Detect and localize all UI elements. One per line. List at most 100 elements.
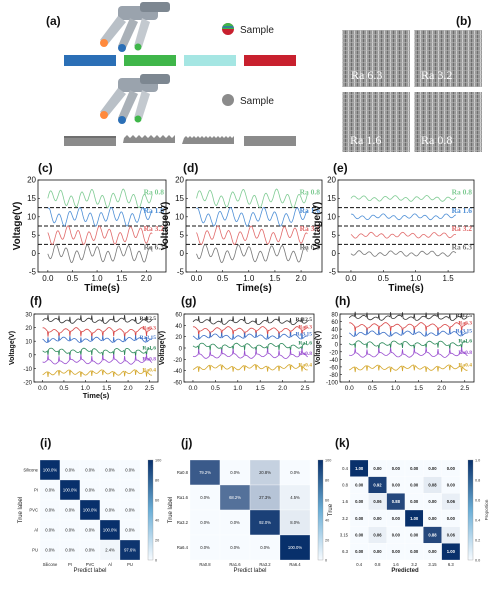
sample-block-2 (124, 55, 176, 66)
y-tick-label: 0 (29, 353, 33, 359)
heatmap-cell-label: 0.0% (85, 528, 95, 533)
heatmap-cell-label: 0.0% (200, 520, 210, 525)
colorbar-tick-label: 0.4 (475, 519, 480, 523)
heatmap-cell (249, 484, 281, 511)
series-line-Ra-3.2 (196, 225, 308, 245)
heatmap-cell-label: 0.88 (392, 499, 401, 504)
heatmap-cell-label: 0.00 (355, 483, 364, 488)
heatmap-cell-label: 0.08 (428, 483, 437, 488)
x-tick-label: 0.0 (38, 385, 47, 392)
series-label: Ra3.15 (296, 332, 313, 338)
series-label: Ra12.5 (140, 316, 157, 322)
heatmap-cell-label: 0.0% (125, 488, 135, 493)
heatmap-x-tick-label: 3.2 (411, 562, 417, 567)
x-tick-label: 1.5 (414, 385, 423, 392)
y-tick-label: 0 (335, 343, 339, 349)
colorbar-tick-label: 0.6 (475, 499, 480, 503)
y-tick-label: 60 (175, 313, 182, 319)
heatmap-cell-label: 0.0% (125, 468, 135, 473)
heatmap-cell-label: 0.00 (355, 533, 364, 538)
series-line-Ra-6.3 (350, 250, 457, 257)
heatmap-x-tick-label: 3.15 (428, 562, 437, 567)
y-tick-label: 10 (27, 212, 36, 221)
heatmap-cell-label: 0.0% (85, 548, 95, 553)
series-line-Ra-6.3 (47, 243, 153, 264)
robot-hand-bottom-icon (100, 74, 170, 124)
confusion-matrix-j: 79.2% 0.0% 20.8% 0.0% 0.0% 68.2% 27.3% 4.5% 0.0%… (168, 459, 331, 575)
y-axis-label: Voltage(V) (160, 202, 171, 251)
sample-block-1 (64, 55, 116, 66)
x-tick-label: 0.5 (59, 385, 68, 392)
x-axis-label: Time(s) (83, 391, 110, 400)
heatmap-x-tick-label: PVC (86, 562, 95, 567)
y-tick-label: -60 (329, 365, 338, 371)
heatmap-cell-label: 1.00 (410, 516, 419, 521)
series-line-Ra3.15 (42, 335, 153, 343)
colorbar-tick-label: 60 (155, 499, 159, 503)
y-tick-label: 40 (331, 328, 338, 334)
heatmap-y-tick-label: 6.3 (342, 549, 348, 554)
heatmap-y-axis-label: True label (168, 497, 174, 523)
y-tick-label: 5 (180, 231, 185, 240)
heatmap-cell-label: 0.0% (85, 488, 95, 493)
panel-label-i: (i) (40, 436, 51, 450)
series-label: Ra0.4 (142, 367, 156, 373)
series-label: Ra12.5 (296, 317, 313, 323)
heatmap-cell (219, 459, 251, 486)
sample-sphere-icon (222, 23, 234, 35)
heatmap-cell-label: 0.00 (373, 516, 382, 521)
heatmap-cell-label: 0.0% (45, 488, 55, 493)
x-tick-label: 1.5 (256, 385, 265, 392)
series-line-Ra-0.8 (350, 195, 457, 202)
series-line-Ra3.15 (349, 328, 468, 337)
heatmap-cell-label: 0.0% (200, 545, 210, 550)
heatmap-cell-label: 0.00 (373, 549, 382, 554)
heatmap-cell (219, 534, 251, 561)
heatmap-cell-label: 0.0% (65, 528, 75, 533)
panel-label-c: (c) (38, 161, 53, 175)
series-label: Ra 3.2 (144, 224, 165, 233)
heatmap-x-axis-label: Predict label (233, 568, 266, 574)
plot-frame (33, 313, 159, 383)
y-axis-label: Voltage(V) (315, 331, 322, 365)
x-tick-label: 0.0 (345, 274, 357, 283)
chart-g: 0.0 0.5 1.0 1.5 2.0 2.5 -60 -40 -20 0 20 40 60 Ra12.5… (159, 313, 315, 392)
heatmap-cell-label: 0.0% (45, 508, 55, 513)
x-axis-label: Time(s) (388, 283, 423, 294)
y-tick-label: -20 (173, 358, 182, 364)
series-label: Ra 1.6 (452, 206, 473, 215)
series-line-Ra-3.2 (350, 231, 457, 239)
chart-f: 0.0 0.5 1.0 1.5 2.0 2.5 -20 -10 0 10 20 30 Ra12.5 Ra6… (9, 313, 159, 400)
colorbar-tick-label: 80 (155, 479, 159, 483)
x-axis-label: Time(s) (236, 283, 271, 294)
heatmap-cell-label: 0.06 (447, 499, 456, 504)
heatmap-x-axis-label: Predict label (73, 568, 106, 574)
y-axis-label: Voltage(V) (159, 331, 166, 365)
heatmap-y-tick-label: 3.15 (340, 533, 349, 538)
heatmap-cell (119, 539, 141, 561)
x-tick-label: 0.5 (368, 385, 377, 392)
x-tick-label: 0.0 (42, 274, 54, 283)
heatmap-x-tick-label: 0.4 (356, 562, 362, 567)
y-tick-label: -20 (329, 350, 338, 356)
heatmap-cell (279, 484, 311, 511)
heatmap-cell-label: 0.06 (373, 499, 382, 504)
x-tick-label: 2.0 (141, 274, 153, 283)
heatmap-cell-label: 0.00 (410, 549, 419, 554)
series-label: Ra 1.6 (144, 206, 165, 215)
heatmap-y-tick-label: PU (32, 548, 38, 553)
heatmap-x-tick-label: Ra3.2 (259, 562, 271, 567)
y-axis-label: Voltage(V) (312, 202, 323, 251)
series-line-Ra1.6 (42, 347, 153, 358)
rough-gray-blocks (64, 135, 296, 146)
robot-hand-top-icon (100, 2, 170, 52)
series-line-Ra3.15 (192, 332, 308, 340)
y-tick-label: -60 (173, 381, 182, 387)
heatmap-cell-label: 1.00 (355, 466, 364, 471)
series-label: Ra6.3 (298, 324, 312, 330)
colorbar-tick-label: 100 (155, 459, 161, 463)
heatmap-cell-label: 0.00 (392, 533, 401, 538)
heatmap-cell-label: 68.2% (229, 495, 241, 500)
heatmap-cell-label: 100.0% (288, 545, 302, 550)
